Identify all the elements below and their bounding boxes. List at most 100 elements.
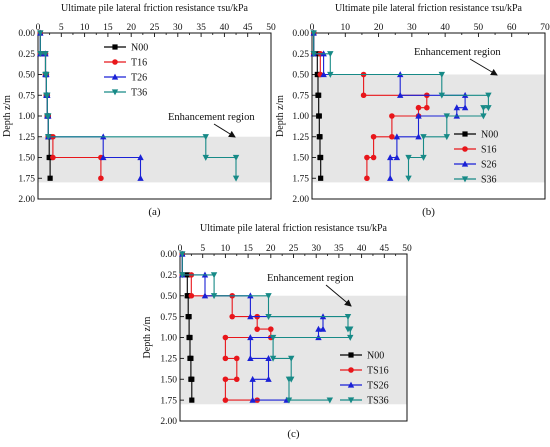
data-point: [370, 133, 377, 140]
y-tick-label: 0.00: [292, 29, 309, 39]
y-tick-label: 2.00: [18, 195, 35, 205]
y-tick-label: 1.75: [292, 174, 309, 184]
data-point: [44, 92, 51, 99]
data-point: [222, 397, 229, 403]
series-s26: [310, 29, 469, 181]
data-point: [188, 355, 194, 361]
data-point: [202, 154, 209, 161]
x-tick-label: 25: [289, 244, 299, 254]
data-point: [420, 134, 427, 141]
data-point: [288, 355, 295, 362]
data-point: [420, 154, 427, 161]
x-tick-label: 45: [243, 23, 253, 33]
data-point: [485, 92, 492, 99]
series-line-s36: [313, 33, 489, 179]
y-tick-label: 0.25: [18, 50, 35, 60]
y-tick-label: 1.00: [18, 112, 35, 122]
data-point: [233, 376, 240, 383]
data-point: [233, 355, 240, 362]
legend-swatch-marker: [462, 131, 468, 137]
x-tick-label: 20: [126, 23, 136, 33]
x-tick-label: 5: [200, 244, 205, 254]
legend-swatch-marker: [112, 44, 118, 50]
data-point: [318, 175, 324, 181]
series-line-t36: [39, 33, 237, 179]
data-point: [310, 51, 317, 58]
y-axis-title: Depth z/m: [142, 316, 153, 358]
legend-label: TS26: [367, 381, 389, 392]
legend-swatch-marker: [462, 146, 468, 152]
annotation-arrow: [325, 284, 352, 307]
data-point: [389, 133, 395, 140]
x-tick-label: 10: [341, 23, 351, 33]
data-point: [45, 134, 52, 141]
legend: N00 T16 T26 T36: [104, 43, 148, 99]
data-point: [405, 154, 412, 161]
series-t36: [37, 30, 240, 182]
y-tick-label: 1.25: [18, 133, 35, 143]
legend-label: N00: [131, 43, 148, 54]
data-point: [268, 326, 274, 332]
data-point: [222, 355, 229, 362]
data-point: [269, 334, 277, 341]
legend-label: S36: [481, 175, 497, 186]
data-point: [480, 113, 487, 120]
data-point: [179, 251, 186, 258]
data-point: [347, 334, 354, 341]
data-point: [232, 154, 240, 161]
series-n00: [311, 30, 324, 181]
legend-swatch-marker: [348, 367, 354, 373]
x-tick-label: 0: [178, 244, 183, 254]
data-point: [461, 104, 469, 111]
data-point: [405, 175, 412, 182]
data-point: [189, 376, 195, 382]
legend-label: S16: [481, 145, 497, 156]
legend-label: S26: [481, 160, 497, 171]
annotation-label: Enhancement region: [267, 273, 354, 284]
enhancement-region-shade: [38, 136, 271, 183]
data-point: [480, 105, 487, 112]
series-line-n00: [313, 33, 322, 179]
legend: N00 TS16 TS26 TS36: [340, 351, 389, 407]
y-tick-label: 1.75: [18, 174, 35, 184]
data-point: [37, 30, 44, 37]
data-point: [318, 154, 324, 161]
x-tick-label: 30: [407, 23, 417, 33]
data-point: [222, 334, 229, 341]
legend-label: N00: [367, 351, 384, 362]
x-tick-label: 20: [266, 244, 276, 254]
data-point: [364, 175, 370, 182]
x-tick-label: 60: [507, 23, 517, 33]
data-point: [370, 154, 377, 161]
data-point: [201, 292, 209, 299]
enhancement-region-shade: [312, 74, 545, 183]
legend-swatch-marker: [111, 89, 119, 96]
data-point: [415, 133, 422, 140]
data-point: [265, 354, 272, 361]
data-point: [137, 154, 144, 161]
data-point: [347, 326, 354, 333]
data-point: [415, 112, 422, 119]
x-tick-label: 15: [243, 244, 253, 254]
legend-swatch-marker: [112, 59, 118, 65]
x-axis-title: Ultimate pile lateral friction resistanc…: [61, 3, 249, 14]
chart-panel-b: 0 10 20 30 40 50 60 70 0.00 0.25 0.50 0.75 1.00 1.25 1…: [275, 3, 550, 218]
y-tick-label: 2.00: [292, 195, 309, 205]
chart-panel-c: 0 5 10 15 20 25 30 35 40 45 50 0.00 0.25 0.50 0.75 1.00…: [142, 223, 412, 440]
x-tick-label: 70: [540, 23, 550, 33]
data-point: [42, 51, 49, 58]
x-tick-label: 30: [311, 244, 321, 254]
y-tick-label: 0.50: [292, 71, 309, 81]
y-tick-label: 0.25: [160, 271, 177, 281]
x-tick-label: 10: [80, 23, 90, 33]
data-point: [285, 376, 293, 383]
legend-label: TS36: [367, 396, 389, 407]
series-ts36: [179, 251, 354, 404]
legend: N00 S16 S26 S36: [454, 130, 498, 186]
data-point: [424, 104, 430, 111]
x-tick-label: 20: [374, 23, 384, 33]
data-point: [185, 293, 191, 299]
series-line-s16: [313, 33, 428, 179]
series-s36: [310, 30, 492, 182]
y-tick-label: 0.50: [160, 292, 177, 302]
